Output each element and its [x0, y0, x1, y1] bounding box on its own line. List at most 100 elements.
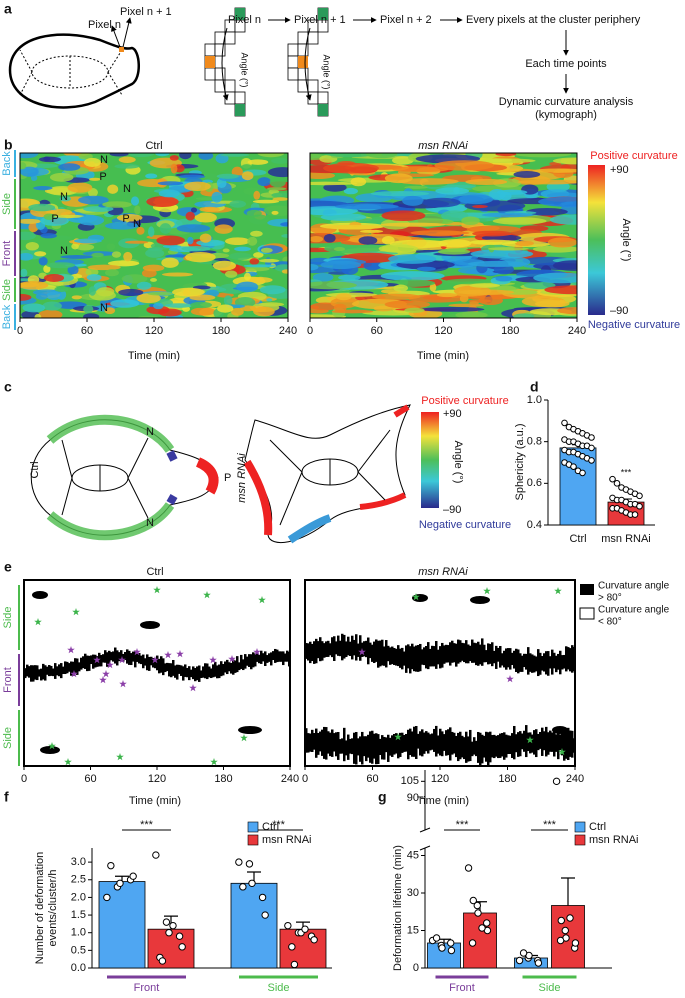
black-band — [521, 655, 524, 672]
data-point — [588, 434, 595, 441]
region-label: Front — [2, 667, 14, 693]
black-band — [357, 738, 360, 756]
black-band — [367, 734, 370, 758]
black-band — [62, 666, 65, 674]
black-band — [463, 643, 466, 663]
kymo-blob — [179, 153, 192, 160]
kymo-blob — [378, 244, 419, 253]
kymo-blob — [440, 185, 476, 189]
pixel-cell — [307, 31, 319, 45]
data-point — [169, 921, 177, 930]
data-point — [474, 909, 482, 917]
angle-label: Angle (°) — [240, 52, 250, 87]
data-point — [447, 939, 455, 947]
x-axis: 0 60 120 180 240 0 60 120 180 240 — [21, 766, 584, 785]
pixel-cell — [214, 67, 226, 81]
y-tick-label: 105 — [401, 775, 419, 787]
black-band — [60, 663, 63, 679]
colorbar-label: –90 — [610, 305, 628, 317]
black-band — [493, 734, 496, 759]
black-band — [351, 738, 354, 755]
panel-b: Ctrl msn RNAi 0 60 120 180 240 0 60 120 180 240 T… — [17, 140, 680, 362]
error-bar — [561, 877, 575, 906]
black-band — [387, 734, 390, 762]
kymo-blob — [371, 293, 421, 300]
curvature-rim — [46, 501, 175, 541]
black-band — [495, 735, 498, 757]
black-band — [355, 634, 358, 661]
data-point — [515, 956, 524, 965]
black-band — [307, 643, 310, 661]
kymo-blob — [83, 205, 114, 212]
kymo-blob — [323, 162, 379, 174]
kymo-blob — [211, 191, 223, 203]
black-band — [42, 663, 45, 680]
lines — [269, 429, 391, 526]
kymo-marker: N — [60, 191, 68, 203]
black-band — [377, 734, 380, 764]
data-point — [116, 879, 124, 887]
kymo-blob — [429, 283, 437, 292]
flow-step: Pixel n + 2 — [380, 14, 432, 26]
category-label: Front — [449, 982, 475, 994]
black-band — [379, 738, 382, 755]
region-label: Side — [2, 606, 14, 628]
kymo-blob — [220, 153, 250, 157]
black-band — [184, 664, 187, 677]
black-band — [417, 733, 420, 749]
kymo-blob — [552, 157, 577, 165]
pixel-green — [235, 8, 245, 20]
black-band — [555, 655, 558, 673]
black-band — [266, 655, 269, 663]
kymo-blob — [130, 196, 140, 206]
x-axis-label: Time (min) — [417, 795, 469, 807]
black-band — [531, 654, 534, 673]
black-band — [315, 728, 318, 758]
black-band — [242, 659, 245, 671]
category-label: msn RNAi — [601, 533, 651, 545]
black-band — [276, 649, 279, 663]
black-band — [112, 651, 115, 662]
pixel-green — [318, 8, 328, 20]
kymo-blob — [71, 295, 82, 300]
black-band — [455, 643, 458, 667]
data-point — [556, 936, 565, 945]
bar-chart: 0.4 0.6 0.8 1.0 Sphericity (a.u.) Ctrl msn RNA… — [514, 394, 655, 545]
angle-arc — [221, 27, 229, 101]
black-band — [567, 647, 570, 670]
black-band — [371, 730, 374, 764]
black-band — [477, 731, 480, 763]
black-band — [441, 642, 444, 668]
kymo-blob — [116, 214, 143, 222]
star — [209, 656, 217, 664]
black-band — [116, 650, 119, 666]
kymo-blob — [54, 214, 85, 218]
black-fragment — [32, 591, 48, 599]
legend-swatch — [580, 584, 594, 595]
kymo-blob — [470, 249, 534, 259]
black-band — [511, 652, 514, 666]
black-band — [252, 652, 255, 668]
kymo-blob — [478, 158, 513, 162]
kymo-blob — [216, 173, 239, 179]
kymo-blob — [107, 260, 140, 267]
black-band — [407, 729, 410, 760]
black-band — [487, 643, 490, 665]
colorbar — [588, 165, 605, 315]
flow-step: Each time points — [525, 58, 607, 70]
kymo-marker: N — [60, 245, 68, 257]
kymo-blob — [532, 168, 577, 173]
kymo-blob — [223, 295, 233, 306]
kymo-blob — [50, 208, 72, 216]
kymo-blob — [269, 177, 286, 188]
black-band — [188, 666, 191, 681]
kymo-blob — [252, 199, 280, 204]
bar-chart: 0.0 0.5 1.0 1.5 2.0 2.5 3.0 Number of deformati… — [34, 819, 332, 994]
black-band — [114, 647, 117, 664]
black-band — [481, 734, 484, 764]
black-band — [425, 731, 428, 752]
black-band — [359, 635, 362, 661]
black-band — [497, 647, 500, 662]
panel-c: N N P Ctrl msn RNAi Positive curvature +… — [29, 395, 511, 544]
category-label: Side — [538, 982, 560, 994]
